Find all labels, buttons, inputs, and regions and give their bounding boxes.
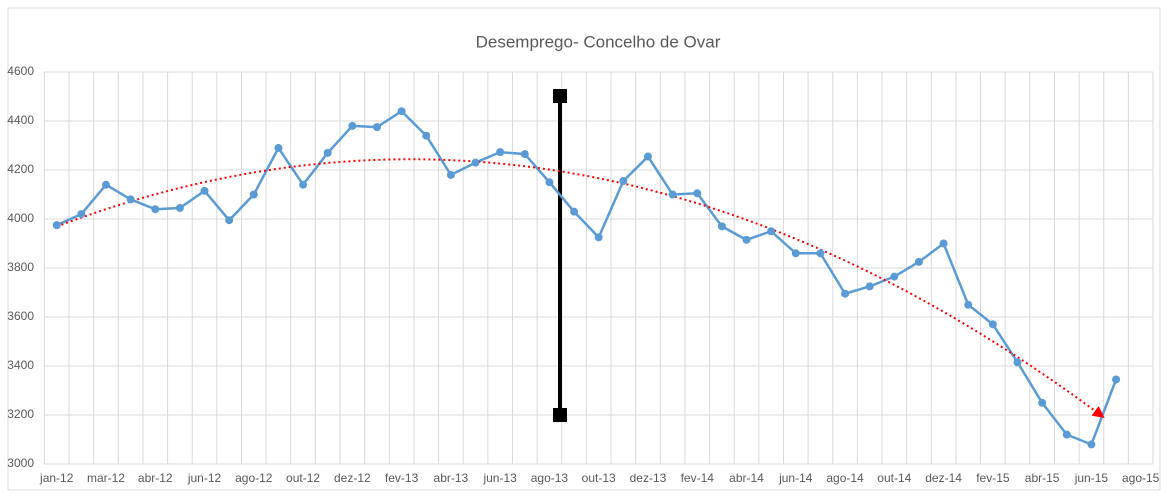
point	[939, 239, 948, 248]
x-tick-label: abr-13	[434, 471, 469, 485]
point	[496, 148, 505, 157]
x-tick-label: abr-15	[1025, 471, 1060, 485]
x-tick-label: ago-12	[235, 471, 273, 485]
point	[841, 289, 850, 298]
point	[422, 131, 431, 140]
y-tick-label: 3600	[7, 309, 34, 323]
point	[1013, 358, 1022, 367]
x-tick-label: abr-12	[138, 471, 173, 485]
x-tick-label: ago-13	[531, 471, 569, 485]
y-tick-label: 4600	[7, 64, 34, 78]
point	[964, 300, 973, 309]
point	[471, 158, 480, 167]
point	[52, 221, 61, 230]
y-tick-label: 3800	[7, 260, 34, 274]
chart-frame	[7, 7, 1161, 491]
x-tick-label: abr-14	[729, 471, 764, 485]
x-tick-label: jan-12	[39, 471, 74, 485]
point	[397, 107, 406, 116]
x-tick-label: jun-15	[1074, 471, 1109, 485]
point	[446, 170, 455, 179]
point	[988, 320, 997, 329]
x-tick-label: out-13	[582, 471, 616, 485]
point	[717, 222, 726, 231]
line	[56, 109, 1118, 447]
point	[816, 249, 825, 258]
point	[77, 210, 86, 219]
point	[175, 203, 184, 212]
point	[545, 178, 554, 187]
y-tick-label: 4400	[7, 113, 34, 127]
point	[767, 227, 776, 236]
point	[693, 189, 702, 198]
point	[274, 143, 283, 152]
point	[914, 257, 923, 266]
point	[742, 235, 751, 244]
point	[1038, 398, 1047, 407]
x-tick-label: ago-15	[1122, 471, 1160, 485]
point	[570, 207, 579, 216]
point	[372, 123, 381, 132]
point	[865, 282, 874, 291]
point	[249, 190, 258, 199]
point	[126, 195, 135, 204]
x-tick-label: mar-12	[87, 471, 125, 485]
annotation-cap	[553, 89, 567, 103]
x-tick-label: jun-13	[482, 471, 517, 485]
point	[225, 216, 234, 225]
point	[348, 121, 357, 130]
y-tick-label: 3000	[7, 456, 34, 470]
point	[200, 186, 209, 195]
x-tick-label: dez-12	[334, 471, 371, 485]
point	[643, 152, 652, 161]
point	[1112, 375, 1121, 384]
point	[594, 233, 603, 242]
point	[791, 249, 800, 258]
x-tick-label: fev-13	[385, 471, 419, 485]
point	[101, 180, 110, 189]
point	[668, 190, 677, 199]
point	[299, 180, 308, 189]
y-tick-label: 4000	[7, 211, 34, 225]
x-tick-label: jun-14	[778, 471, 813, 485]
point	[151, 205, 160, 214]
x-tick-label: out-12	[286, 471, 320, 485]
x-tick-label: dez-14	[925, 471, 962, 485]
point	[1087, 440, 1096, 449]
chart-title: Desemprego- Concelho de Ovar	[476, 32, 721, 51]
x-tick-label: jun-12	[187, 471, 222, 485]
x-tick-label: dez-13	[630, 471, 667, 485]
point	[619, 177, 628, 186]
point	[323, 148, 332, 157]
x-tick-label: ago-14	[826, 471, 864, 485]
trendline	[56, 158, 1105, 419]
y-tick-label: 4200	[7, 162, 34, 176]
x-tick-label: fev-15	[976, 471, 1010, 485]
point	[520, 150, 529, 159]
y-tick-label: 3400	[7, 358, 34, 372]
x-tick-label: out-14	[877, 471, 911, 485]
x-tick-label: fev-14	[681, 471, 715, 485]
point	[890, 272, 899, 281]
y-tick-label: 3200	[7, 407, 34, 421]
annotation-cap	[553, 408, 567, 422]
point	[1062, 430, 1071, 439]
